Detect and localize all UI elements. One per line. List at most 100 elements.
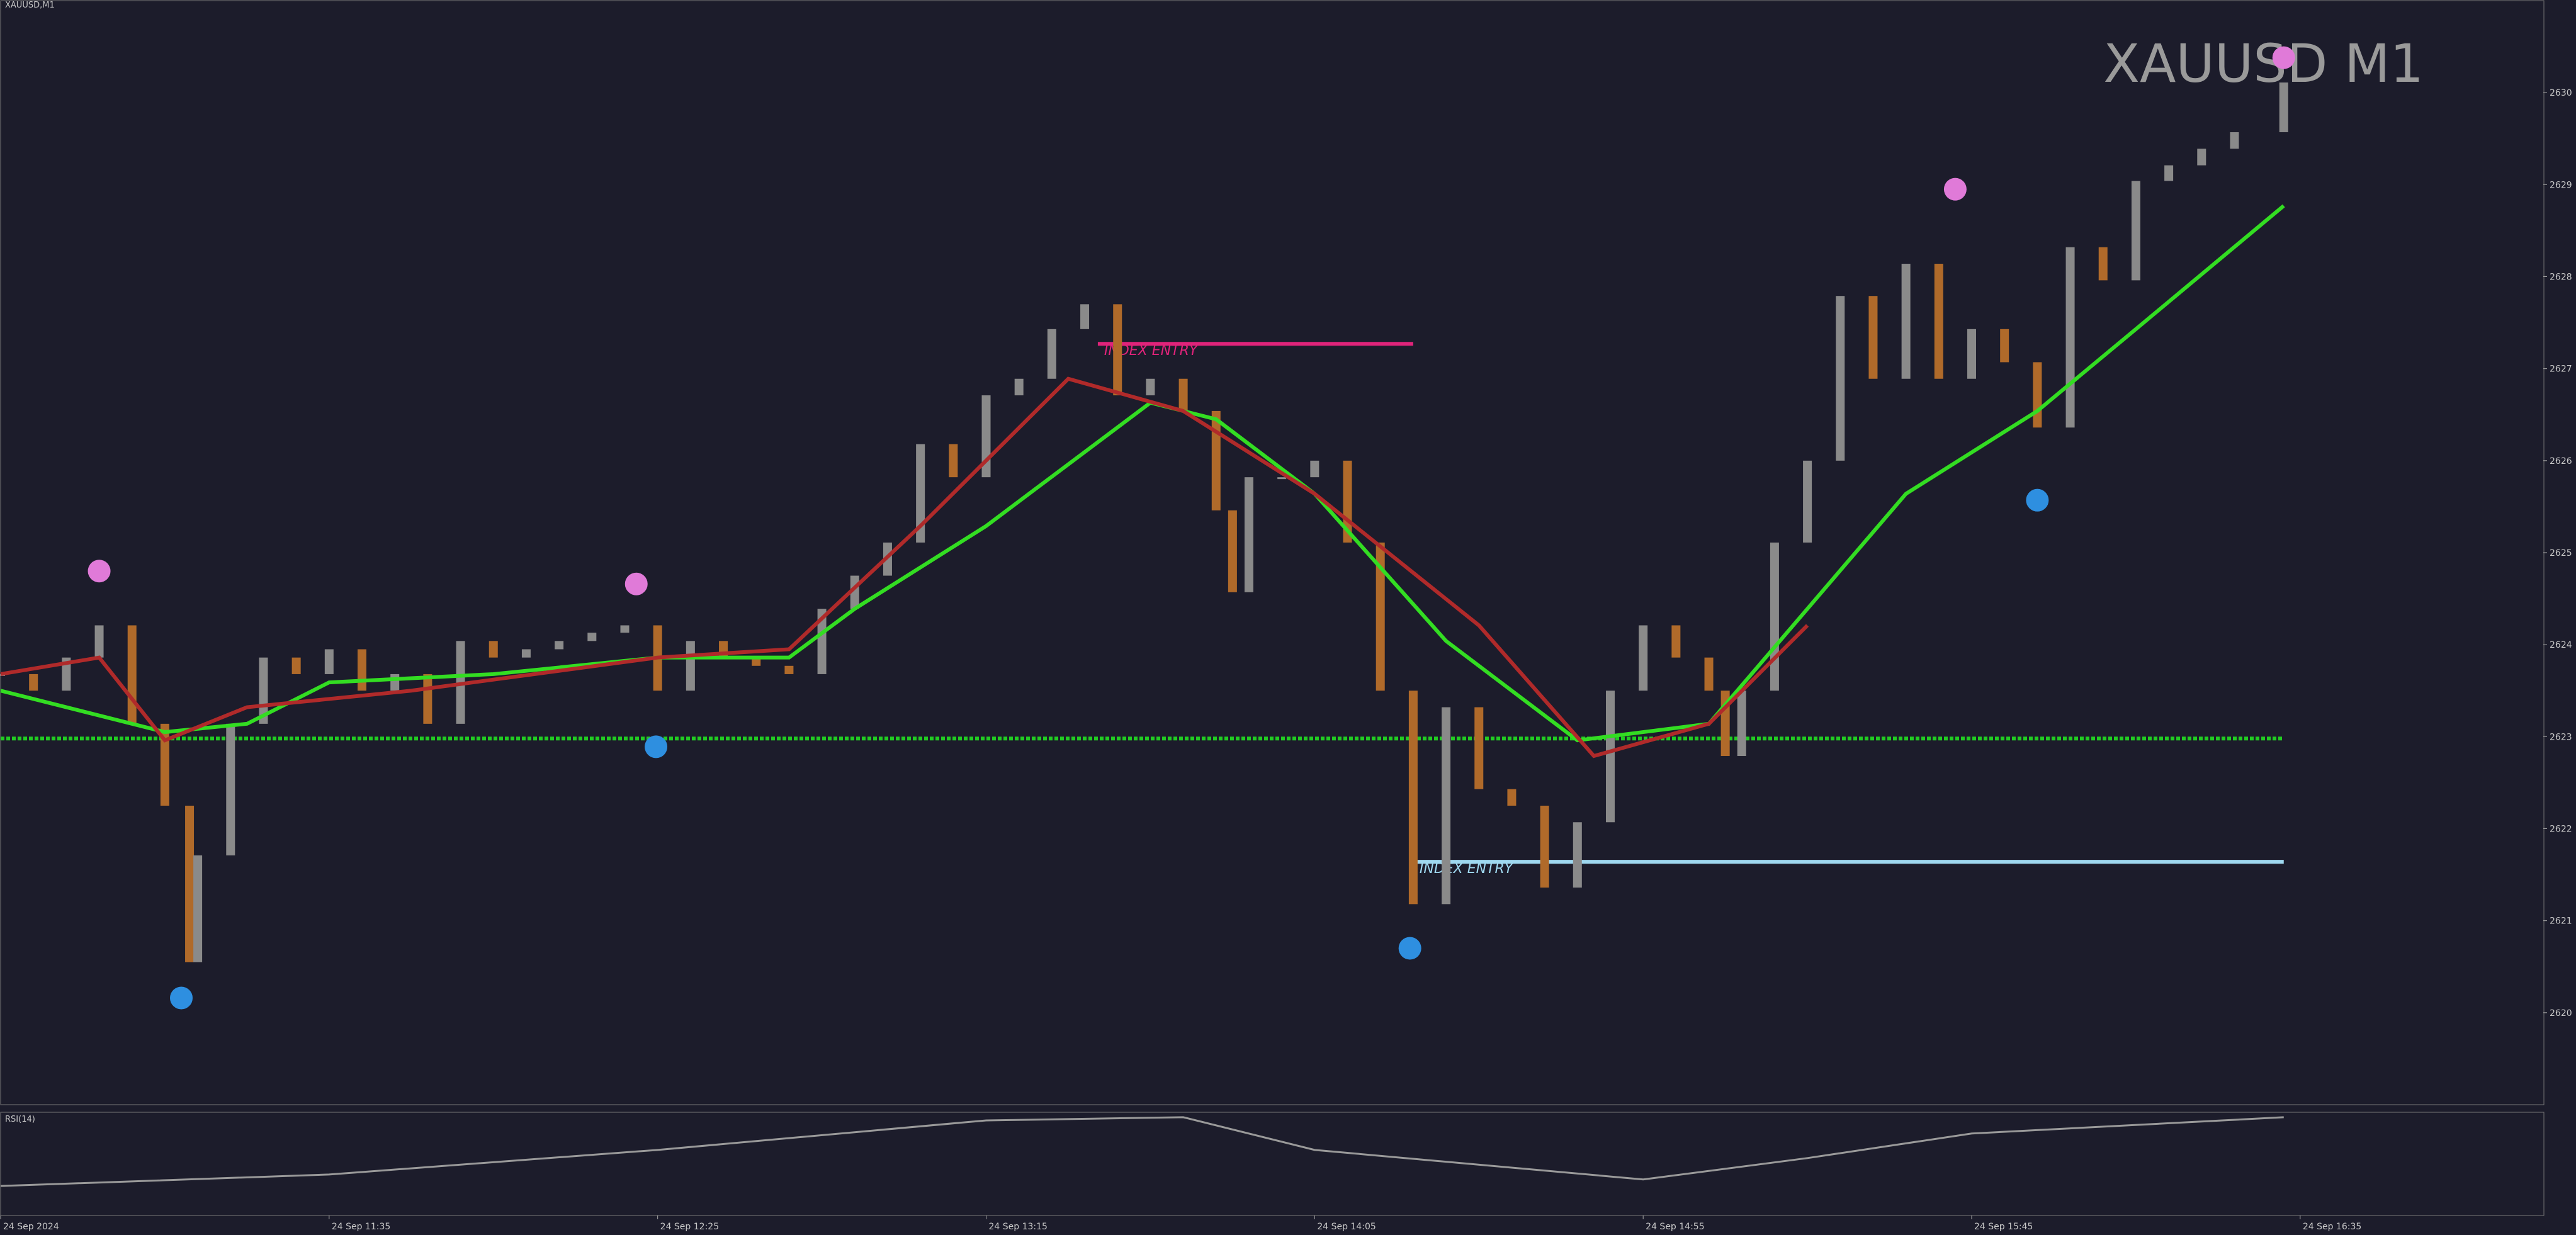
candle [620,625,630,633]
x-tick-label: 24 Sep 11:35 [332,1222,390,1232]
candle [1310,460,1319,478]
signal-0 [88,560,111,583]
candle [160,723,169,806]
candle [358,649,367,691]
candle [1014,378,1024,396]
candle [226,723,235,855]
candle [1770,542,1779,691]
candle [1408,691,1418,905]
x-tick-label: 24 Sep 14:05 [1317,1222,1376,1232]
candle [1442,707,1451,905]
candle [2131,181,2140,281]
candle [2033,362,2042,428]
x-tick-label: 24 Sep 15:45 [1974,1222,2033,1232]
y-tick-label: 2624 [2550,640,2572,650]
candle [62,657,71,691]
candle [2164,165,2174,181]
x-tick-label: 24 Sep 16:35 [2303,1222,2361,1232]
candle [1047,329,1056,379]
signal-1 [170,986,193,1010]
y-tick-label: 2629 [2550,180,2572,190]
candle [291,657,301,674]
signal-1 [1398,937,1421,960]
candle [1639,625,1648,691]
candle [390,674,400,691]
candle [489,641,498,658]
candle [1507,789,1517,806]
candle [185,805,195,962]
indicator-frame [0,1112,2545,1216]
signal-1 [2026,488,2049,512]
candle [587,633,597,641]
candle [1178,378,1188,411]
candle [2279,82,2288,133]
candle [1737,691,1746,757]
x-tick-label: 24 Sep 2024 [3,1222,59,1232]
y-tick-label: 2630 [2550,88,2572,98]
candle [2230,132,2239,149]
x-tick-label: 24 Sep 12:25 [660,1222,719,1232]
candle [686,641,695,691]
candle [2098,247,2108,281]
candle [1376,542,1385,691]
candle [1228,510,1237,592]
y-tick-label: 2622 [2550,825,2572,835]
candle [94,625,104,658]
candle [1277,477,1287,480]
candle [1080,304,1090,329]
candle [2000,329,2009,363]
watermark: XAUUSD M1 [2103,33,2424,94]
candle [2065,247,2075,428]
candle [1540,805,1549,888]
candle [2197,149,2206,166]
signal-0 [2272,46,2295,69]
indicator-label: RSI(14) [5,1115,35,1124]
candle [1146,378,1155,396]
candle [1868,296,1878,379]
candle [1934,264,1943,379]
signal-0 [1943,178,1967,201]
moving-average [0,376,1809,758]
candle [1211,410,1221,510]
level-label: INDEX ENTRY [1420,861,1514,877]
candle [784,665,794,674]
candle [1244,477,1253,592]
candle [916,444,925,543]
candle [1836,296,1845,461]
candle [817,609,827,674]
candle [949,444,958,478]
candle [29,674,38,691]
x-tick-label: 24 Sep 14:55 [1646,1222,1704,1232]
candle [193,855,203,962]
candle [1671,625,1681,658]
y-tick-label: 2620 [2550,1008,2572,1018]
candle [1901,264,1911,379]
candle [1573,822,1582,888]
x-tick-label: 24 Sep 13:15 [989,1222,1048,1232]
y-tick-label: 2626 [2550,456,2572,466]
y-tick-label: 2627 [2550,364,2572,375]
indicator-line [0,1116,2284,1187]
candle [324,649,334,674]
y-tick-label: 2628 [2550,273,2572,283]
y-tick-label: 2621 [2550,916,2572,927]
candle [521,649,531,658]
y-tick-label: 2625 [2550,548,2572,558]
candle [1704,657,1714,691]
signal-1 [645,735,668,758]
candle [127,625,137,724]
chart-title: XAUUSD,M1 [5,1,55,10]
signal-0 [624,572,648,595]
candle [1113,304,1122,396]
candle [1967,329,1977,379]
candle [423,674,432,724]
candle [1474,707,1484,789]
candle [1803,460,1812,543]
candle [555,641,564,650]
candle [752,657,761,666]
candle [1605,691,1615,823]
y-tick-label: 2623 [2550,732,2572,742]
